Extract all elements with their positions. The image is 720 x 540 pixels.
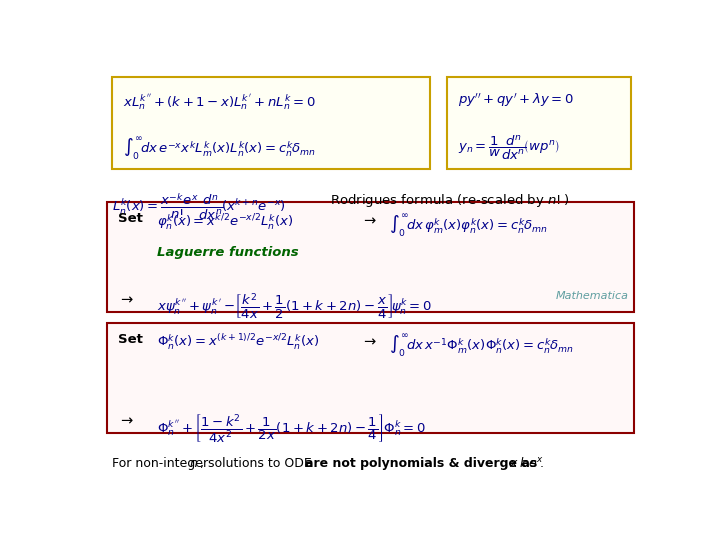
Text: $n$: $n$ <box>189 457 199 470</box>
Text: .: . <box>536 457 544 470</box>
Text: Rodrigues formula (re-scaled by $n!$): Rodrigues formula (re-scaled by $n!$) <box>330 192 570 208</box>
Text: $\int_0^\infty \!dx\, \varphi_m^k(x)\varphi_n^k(x) = c_n^k \delta_{mn}$: $\int_0^\infty \!dx\, \varphi_m^k(x)\var… <box>389 212 548 240</box>
FancyBboxPatch shape <box>107 202 634 312</box>
Text: $py'' + qy' + \lambda y = 0$: $py'' + qy' + \lambda y = 0$ <box>459 92 575 109</box>
Text: , solutions to ODE: , solutions to ODE <box>200 457 316 470</box>
Text: $\rightarrow$: $\rightarrow$ <box>118 412 135 427</box>
Text: $\int_0^\infty \!dx\, e^{-x} x^k L_m^k(x) L_n^k(x) = c_n^k \delta_{mn}$: $\int_0^\infty \!dx\, e^{-x} x^k L_m^k(x… <box>124 136 317 163</box>
Text: $\Phi_n^{k\,''} + \left[\dfrac{1-k^2}{4x^2} + \dfrac{1}{2x}(1+k+2n) - \dfrac{1}{: $\Phi_n^{k\,''} + \left[\dfrac{1-k^2}{4x… <box>157 412 426 444</box>
Text: $\Phi_n^k(x) = x^{(k+1)/2} e^{-x/2} L_n^k(x)$: $\Phi_n^k(x) = x^{(k+1)/2} e^{-x/2} L_n^… <box>157 333 320 353</box>
Text: $\int_0^\infty \!dx\, x^{-1}\Phi_m^k(x)\Phi_n^k(x) = c_n^k \delta_{mn}$: $\int_0^\infty \!dx\, x^{-1}\Phi_m^k(x)\… <box>389 333 574 360</box>
Text: Laguerre functions: Laguerre functions <box>157 246 299 259</box>
Text: $\rightarrow$: $\rightarrow$ <box>361 212 377 227</box>
FancyBboxPatch shape <box>112 77 431 168</box>
Text: For non-integer: For non-integer <box>112 457 212 470</box>
Text: $x\psi_n^{k\,''} + \psi_n^{k\,'} - \!\left[\dfrac{k^2}{4x} + \dfrac{1}{2}(1+k+2n: $x\psi_n^{k\,''} + \psi_n^{k\,'} - \!\le… <box>157 292 432 321</box>
Text: $L_n^k(x) = \dfrac{x^{-k}e^x}{n!}\dfrac{d^n}{dx^n}\!\left(x^{k+n}e^{-x}\right)$: $L_n^k(x) = \dfrac{x^{-k}e^x}{n!}\dfrac{… <box>112 192 287 221</box>
Text: $x\,k\,e^x$: $x\,k\,e^x$ <box>505 456 544 470</box>
Text: $\rightarrow$: $\rightarrow$ <box>361 333 377 348</box>
Text: are not polynomials & diverge as: are not polynomials & diverge as <box>305 457 537 470</box>
Text: $xL_n^{k\,''} + (k+1-x)L_n^{k\,'} + nL_n^k = 0$: $xL_n^{k\,''} + (k+1-x)L_n^{k\,'} + nL_n… <box>124 92 316 112</box>
FancyBboxPatch shape <box>107 322 634 433</box>
Text: $\rightarrow$: $\rightarrow$ <box>118 292 135 306</box>
Text: Set: Set <box>118 333 143 346</box>
Text: Set: Set <box>118 212 143 225</box>
FancyBboxPatch shape <box>447 77 631 168</box>
Text: $\varphi_n^k(x) = x^{k/2} e^{-x/2} L_n^k(x)$: $\varphi_n^k(x) = x^{k/2} e^{-x/2} L_n^k… <box>157 212 293 232</box>
Text: Mathematica: Mathematica <box>555 292 629 301</box>
Text: $y_n = \dfrac{1}{w}\dfrac{d^n}{dx^n}\!\left(wp^n\right)$: $y_n = \dfrac{1}{w}\dfrac{d^n}{dx^n}\!\l… <box>459 133 560 161</box>
